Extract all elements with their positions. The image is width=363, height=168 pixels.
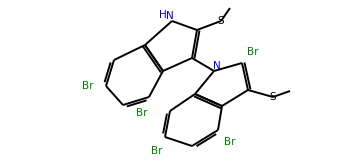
Text: Br: Br xyxy=(224,137,236,147)
Text: S: S xyxy=(270,92,276,102)
Text: Br: Br xyxy=(151,146,163,156)
Text: H: H xyxy=(159,10,166,19)
Text: Br: Br xyxy=(247,47,259,57)
Text: N: N xyxy=(213,60,220,71)
Text: Br: Br xyxy=(82,81,94,91)
Text: Br: Br xyxy=(136,108,148,118)
Text: N: N xyxy=(166,11,174,21)
Text: S: S xyxy=(218,16,224,26)
